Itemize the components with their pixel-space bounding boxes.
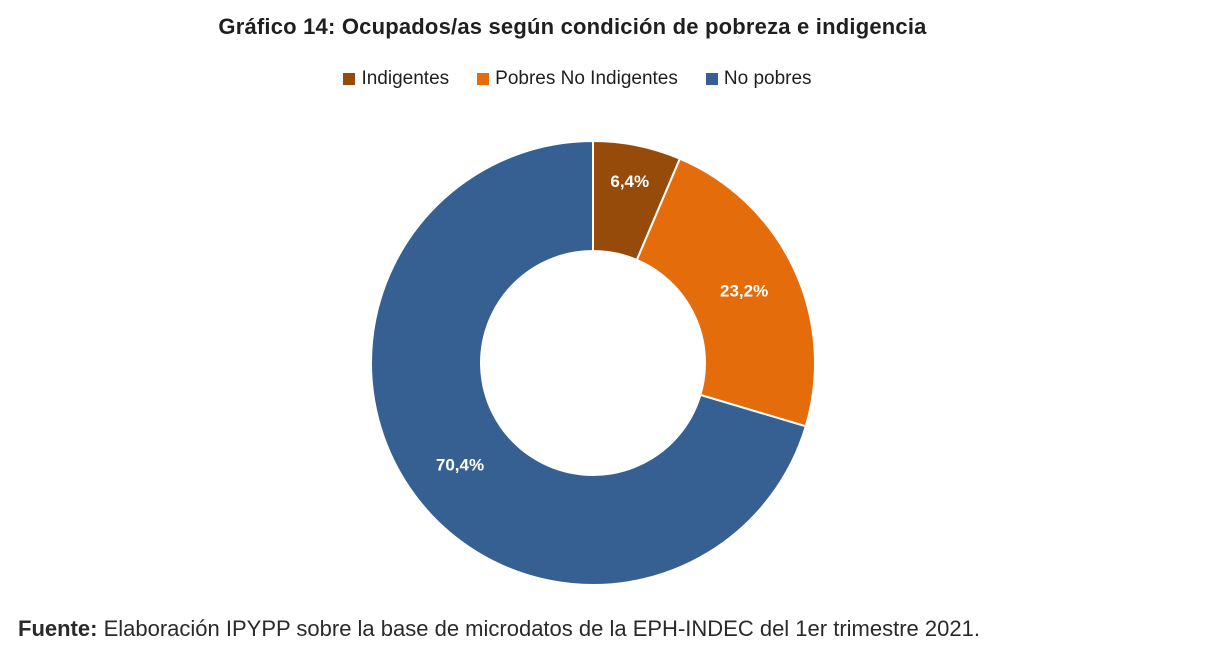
legend-label: Pobres No Indigentes (495, 68, 678, 89)
slice-value-label: 6,4% (610, 172, 649, 191)
donut-chart: 6,4% 23,2% 70,4% (370, 139, 816, 586)
legend-swatch (343, 73, 356, 85)
slice-value-label: 70,4% (436, 455, 484, 474)
slice-value-label: 23,2% (720, 281, 768, 300)
donut-slice (370, 139, 808, 586)
legend-swatch (705, 73, 718, 85)
chart-title: Gráfico 14: Ocupados/as según condición … (218, 14, 927, 39)
source-text: Elaboración IPYPP sobre la base de micro… (103, 616, 980, 641)
donut-slice (635, 157, 816, 428)
legend-swatch (477, 73, 490, 85)
legend-entry: Pobres No Indigentes (477, 68, 678, 90)
legend-label: No pobres (723, 68, 812, 89)
legend-entry: Indigentes (343, 68, 449, 90)
legend-entry: No pobres (705, 68, 812, 90)
source-label: Fuente: (18, 616, 98, 641)
source-note: Fuente: Elaboración IPYPP sobre la base … (18, 616, 980, 642)
legend-label: Indigentes (361, 68, 450, 89)
chart-legend: Indigentes Pobres No Indigentes No pobres (0, 68, 1155, 90)
